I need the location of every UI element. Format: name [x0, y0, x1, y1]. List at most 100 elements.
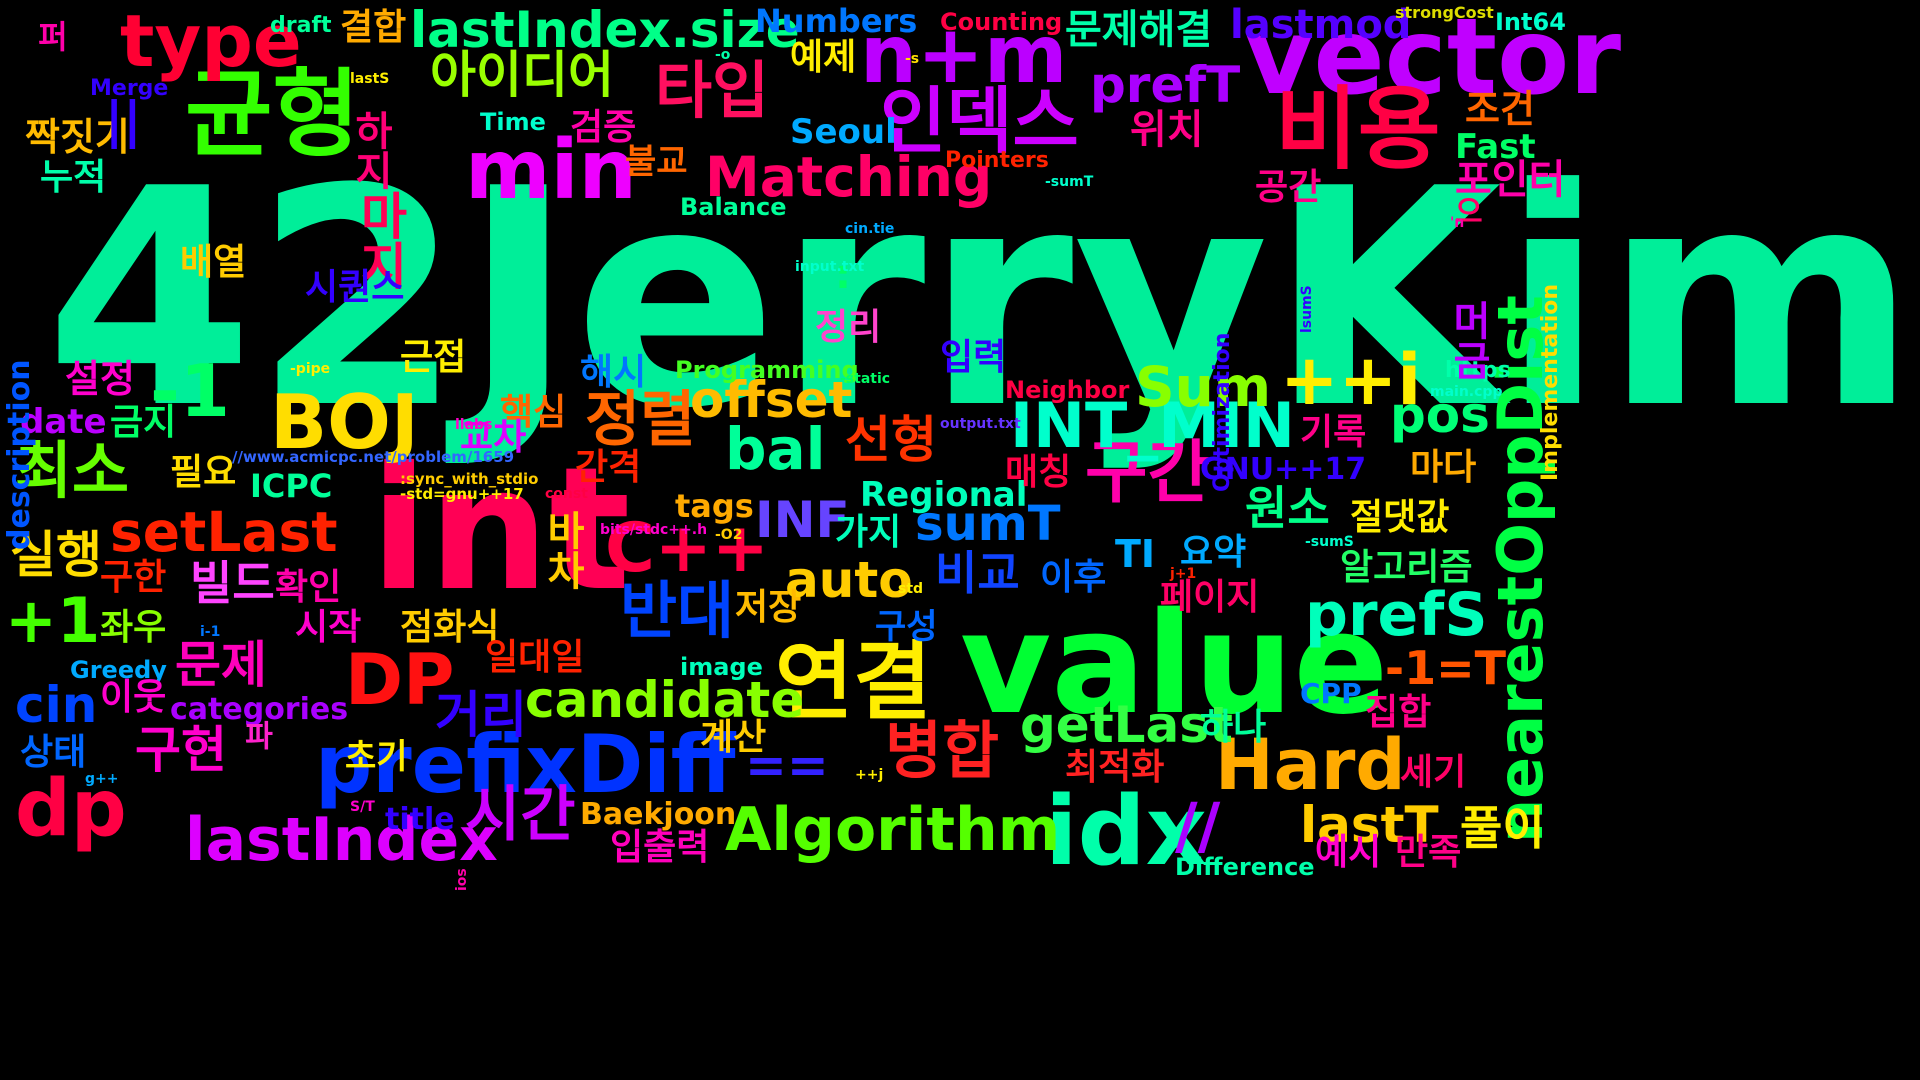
word-w171: -sumS	[1305, 534, 1354, 550]
word-w138: 예시	[1315, 832, 1382, 873]
word-w89: 입력	[940, 337, 1007, 378]
word-w161: -static	[840, 371, 891, 387]
word-w2: value	[960, 583, 1389, 746]
word-w6: 비용	[1275, 77, 1441, 182]
word-w17: DP	[345, 639, 455, 721]
word-w170: -O2	[715, 527, 743, 543]
word-w164: //www.acmicpc.net/problem/1659	[232, 448, 515, 466]
word-w147: 퍼	[32, 20, 70, 52]
word-w123: CPP	[1300, 677, 1362, 710]
word-w155: -sumT	[1045, 174, 1094, 190]
word-w109: 요약	[1180, 532, 1247, 573]
word-w97: ICPC	[250, 467, 333, 505]
word-w40: prefS	[1305, 580, 1488, 650]
word-w55: 거리	[435, 686, 527, 744]
word-w143: Optimization	[1210, 332, 1235, 492]
word-w85: 정리	[815, 307, 882, 348]
word-w149: TI	[1115, 532, 1156, 576]
word-w125: 이웃	[100, 677, 167, 718]
word-w78: Pointers	[945, 148, 1049, 173]
word-w19: -1	[150, 349, 230, 433]
word-w165: :sync_with_stdio	[400, 470, 539, 488]
word-w139: 만족	[1395, 832, 1462, 873]
word-w152: -o	[715, 47, 731, 63]
word-w158: input.txt	[795, 259, 865, 275]
word-w38: candidate	[525, 671, 805, 729]
word-w92: https	[1445, 358, 1511, 383]
word-w177: S/T	[350, 799, 375, 815]
word-w50: INF	[755, 491, 850, 549]
word-w15: idx	[1045, 777, 1207, 887]
word-w61: lastmod	[1230, 2, 1412, 48]
word-w30: C++	[605, 509, 769, 588]
word-w116: 점화식	[400, 607, 500, 648]
word-w166: -std=gnu++17	[400, 485, 524, 503]
word-w93: date	[20, 402, 107, 442]
word-w154: lastS	[350, 71, 390, 87]
word-w69: Seoul	[790, 112, 897, 152]
word-w57: 마지	[351, 190, 409, 290]
word-w44: pos	[1390, 386, 1490, 444]
word-w4: 균형	[185, 60, 360, 170]
word-w163: output.txt	[940, 416, 1021, 432]
word-w87: 근접	[400, 337, 467, 378]
word-w45: auto	[785, 551, 913, 609]
word-w7: min	[465, 123, 637, 218]
word-w9: 인덱스	[880, 79, 1079, 163]
word-w126: categories	[170, 692, 349, 727]
word-w91: Neighbor	[1005, 376, 1130, 404]
word-w141: Implementation	[1538, 283, 1563, 481]
word-w113: 확인	[275, 567, 342, 608]
word-w122: 일대일	[485, 637, 585, 678]
word-w60: 위치	[1130, 107, 1204, 153]
word-w120: Greedy	[70, 656, 167, 684]
word-w65: Counting	[940, 8, 1063, 36]
word-w63: 결합	[340, 7, 407, 48]
word-w133: Baekjoon	[580, 797, 737, 832]
word-w169: bits/stdc++.h	[600, 522, 708, 538]
word-w114: 좌우	[100, 607, 167, 648]
word-w22: INT_MIN	[1010, 389, 1295, 462]
word-w27: lastIndex	[185, 805, 498, 875]
word-w54: cin	[15, 676, 98, 734]
word-w13: prefixDiff	[315, 718, 736, 811]
word-w104: GNU++17	[1200, 452, 1367, 487]
word-w71: 조건	[1465, 87, 1535, 131]
word-w72: 포인터	[1455, 157, 1566, 203]
word-w150: 으	[1455, 195, 1483, 230]
word-w167: llabs	[455, 417, 493, 433]
word-w121: image	[680, 653, 763, 681]
word-w159: lsumS	[1299, 285, 1315, 334]
word-w119: 페이지	[1160, 577, 1260, 618]
word-w59: 비교	[935, 546, 1020, 600]
word-w106: 가지	[835, 512, 902, 553]
word-w36: setLast	[110, 500, 338, 564]
word-w14: 연결	[775, 633, 932, 732]
word-w127: 초기	[345, 737, 408, 777]
word-w112: 빌드	[190, 556, 275, 610]
word-w11: lastIndex.size	[410, 1, 800, 59]
word-w49: 선형	[845, 411, 937, 469]
word-w5: n+m	[860, 8, 1068, 101]
word-w160: -pipe	[290, 361, 331, 377]
word-w176: ++j	[855, 767, 884, 783]
word-w172: j+1	[1170, 566, 1197, 582]
word-w32: Matching	[705, 145, 993, 209]
word-w156: cin.tie	[845, 221, 895, 237]
word-w80: Merge	[90, 76, 169, 101]
word-w23: ++i	[1280, 339, 1422, 421]
word-w142: description	[2, 358, 37, 550]
word-w16: dp	[15, 764, 127, 854]
word-w129: 하나	[1200, 707, 1267, 748]
word-w90: Programming	[675, 356, 859, 384]
word-w99: 간격	[575, 447, 642, 488]
word-w101: 매칭	[1005, 452, 1072, 493]
word-w157: 'n	[1450, 215, 1465, 231]
word-w46: sumT	[915, 496, 1061, 552]
word-w82: 누적	[40, 157, 107, 198]
word-w137: 풀이	[1460, 801, 1545, 855]
word-w0: 42JerryKim	[45, 125, 1917, 474]
word-w98: 교차	[460, 417, 527, 458]
word-w178: ios	[454, 868, 470, 892]
